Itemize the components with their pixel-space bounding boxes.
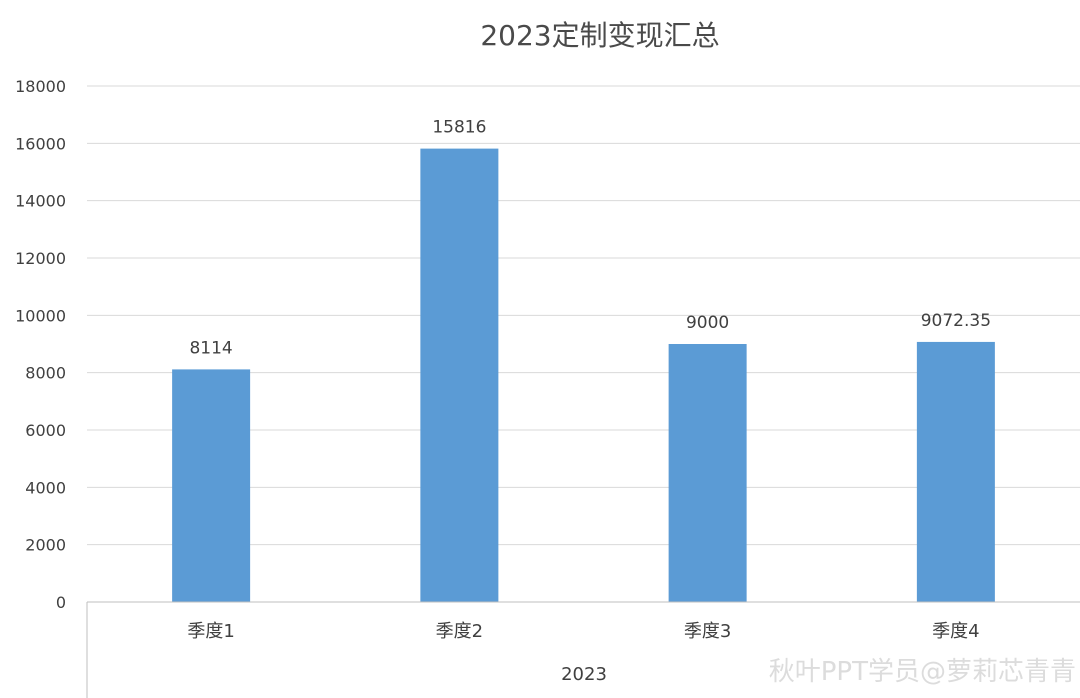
bar bbox=[172, 369, 251, 602]
chart-title: 2023定制变现汇总 bbox=[480, 19, 719, 52]
x-axis-categories: 季度1 季度2 季度3 季度4 bbox=[187, 621, 979, 642]
category-group-label: 2023 bbox=[561, 664, 607, 685]
watermark-text: 秋叶PPT学员@萝莉芯青青 bbox=[769, 657, 1076, 687]
y-tick-label: 10000 bbox=[15, 306, 66, 325]
y-tick-label: 14000 bbox=[15, 192, 66, 211]
data-label: 15816 bbox=[432, 118, 486, 138]
data-label: 9072.35 bbox=[921, 311, 991, 331]
y-tick-label: 8000 bbox=[25, 364, 66, 383]
x-category-label: 季度4 bbox=[932, 621, 979, 642]
y-tick-label: 18000 bbox=[15, 77, 66, 96]
bars bbox=[172, 148, 995, 602]
x-category-label: 季度2 bbox=[436, 621, 483, 642]
bar bbox=[668, 344, 747, 602]
y-tick-label: 16000 bbox=[15, 134, 66, 153]
data-label: 8114 bbox=[189, 338, 232, 358]
x-category-label: 季度3 bbox=[684, 621, 731, 642]
bar bbox=[420, 148, 499, 602]
data-label: 9000 bbox=[686, 313, 729, 333]
gridlines bbox=[87, 85, 1080, 546]
y-axis-ticks: 0 2000 4000 6000 8000 10000 12000 14000 16000 180… bbox=[15, 77, 66, 612]
y-tick-label: 0 bbox=[56, 593, 66, 612]
x-category-label: 季度1 bbox=[187, 621, 234, 642]
y-tick-label: 6000 bbox=[25, 421, 66, 440]
y-tick-label: 4000 bbox=[25, 478, 66, 497]
y-tick-label: 2000 bbox=[25, 536, 66, 555]
bar bbox=[916, 341, 995, 602]
y-tick-label: 12000 bbox=[15, 249, 66, 268]
data-labels: 8114 15816 9000 9072.35 bbox=[189, 118, 991, 359]
